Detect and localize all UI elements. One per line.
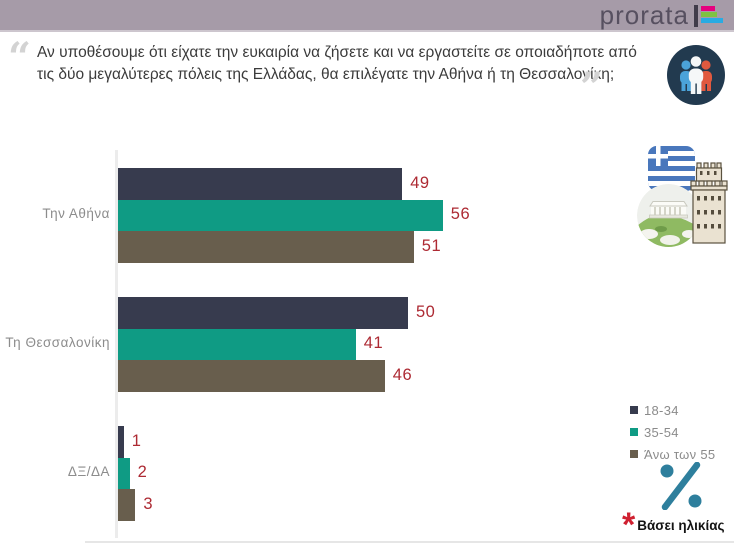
category-label: ΔΞ/ΔΑ [67, 464, 110, 480]
asterisk-icon: * [622, 506, 636, 544]
bar-value-label: 50 [416, 302, 436, 321]
people-group-icon [667, 45, 725, 105]
prorata-logo-text: prorata [599, 0, 689, 30]
y-axis-line [115, 150, 118, 538]
x-axis-line [85, 541, 734, 543]
bar-18-34 [118, 297, 408, 329]
percent-icon [660, 462, 702, 510]
bar-value-label: 1 [131, 431, 142, 450]
bar-Άνω των 55 [118, 360, 385, 392]
white-tower-icon [690, 162, 728, 244]
open-quote-icon: “ [8, 34, 32, 81]
header-band: prorata [0, 0, 734, 32]
close-quote-icon: ” [580, 64, 604, 111]
bar-Άνω των 55 [118, 489, 136, 521]
bar-value-label: 41 [363, 334, 384, 353]
question-text-content: Αν υποθέσουμε ότι είχατε την ευκαιρία να… [37, 44, 637, 84]
bar-35-54 [118, 199, 443, 231]
bar-value-label: 51 [421, 236, 442, 255]
footnote: * Βάσει ηλικίας [622, 508, 725, 542]
bar-value-label: 2 [137, 463, 148, 482]
legend: 18-34 35-54 Άνω των 55 [630, 399, 715, 465]
bar-value-label: 46 [392, 365, 413, 384]
category-label: Την Αθήνα [42, 206, 110, 222]
prorata-logo-icon [694, 5, 726, 29]
bar-35-54 [118, 328, 356, 360]
bar-35-54 [118, 457, 130, 489]
legend-label: Άνω των 55 [644, 446, 716, 462]
logo-pink-bar [701, 6, 715, 11]
category-label: Τη Θεσσαλονίκη [5, 335, 110, 351]
legend-swatch-icon [630, 428, 638, 436]
legend-item: Άνω των 55 [630, 443, 715, 465]
question-text: Αν υποθέσουμε ότι είχατε την ευκαιρία να… [37, 42, 653, 87]
greek-flag-icon [648, 146, 695, 191]
logo-blue-bar [701, 18, 723, 23]
acropolis-icon [637, 184, 700, 247]
legend-swatch-icon [630, 406, 638, 414]
legend-label: 35-54 [644, 424, 679, 440]
legend-label: 18-34 [644, 402, 679, 418]
bar-18-34 [118, 426, 124, 458]
footnote-text: Βάσει ηλικίας [637, 518, 725, 533]
prorata-logo: prorata [600, 0, 726, 30]
bar-Άνω των 55 [118, 231, 414, 263]
bar-value-label: 56 [450, 205, 471, 224]
legend-swatch-icon [630, 450, 638, 458]
logo-green-bar [701, 12, 717, 17]
bar-value-label: 3 [143, 494, 154, 513]
logo-vertical-bar [694, 5, 698, 27]
legend-item: 18-34 [630, 399, 715, 421]
bar-18-34 [118, 168, 403, 200]
legend-item: 35-54 [630, 421, 715, 443]
bar-value-label: 49 [410, 173, 430, 192]
